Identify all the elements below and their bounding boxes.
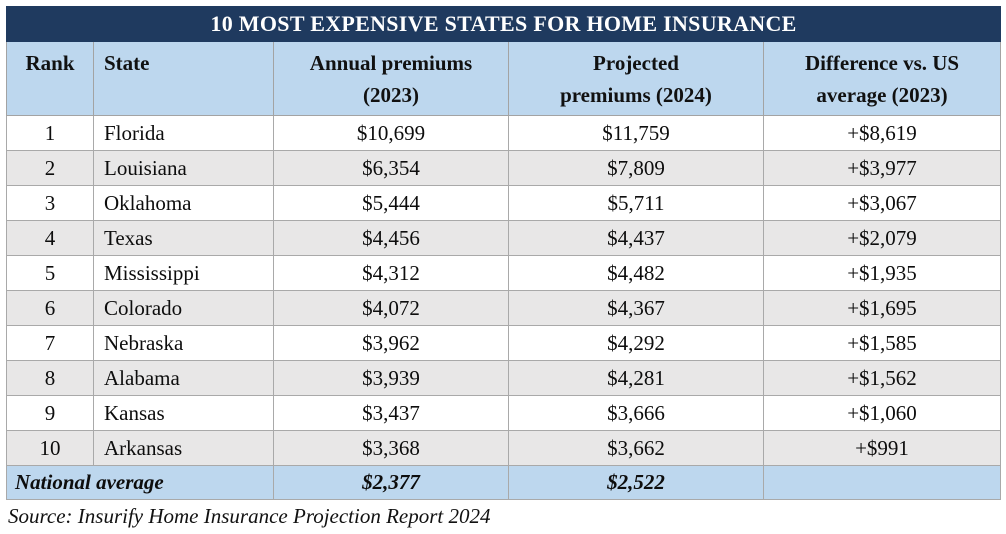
state-cell: Arkansas (93, 430, 274, 466)
difference-cell: +$3,977 (762, 150, 1002, 186)
annual-premium-cell: $4,072 (273, 290, 509, 326)
column-header-difference: Difference vs. US average (2023) (762, 41, 1002, 116)
annual-premium-cell: $3,368 (273, 430, 509, 466)
annual-premium-cell: $4,456 (273, 220, 509, 256)
rank-cell: 7 (6, 325, 94, 361)
table-row: 1 Florida $10,699 $11,759 +$8,619 (6, 115, 1002, 151)
annual-premium-cell: $2,377 (273, 465, 509, 500)
difference-cell: +$1,060 (762, 395, 1002, 431)
rank-cell: 2 (6, 150, 94, 186)
projected-premium-cell: $3,662 (508, 430, 764, 466)
difference-cell: +$3,067 (762, 185, 1002, 221)
projected-premium-cell: $3,666 (508, 395, 764, 431)
annual-premium-cell: $6,354 (273, 150, 509, 186)
title-row: 10 MOST EXPENSIVE STATES FOR HOME INSURA… (5, 6, 1002, 42)
rank-cell: 6 (6, 290, 94, 326)
table-row: 7 Nebraska $3,962 $4,292 +$1,585 (6, 325, 1002, 361)
header-row: Rank State Annual premiums (2023) Projec… (6, 41, 1002, 116)
table-title: 10 MOST EXPENSIVE STATES FOR HOME INSURA… (5, 6, 1002, 42)
rank-cell: 5 (6, 255, 94, 291)
projected-premium-cell: $5,711 (508, 185, 764, 221)
projected-premium-cell: $4,281 (508, 360, 764, 396)
table-row: 5 Mississippi $4,312 $4,482 +$1,935 (6, 255, 1002, 291)
header-line: Rank (25, 51, 75, 75)
annual-premium-cell: $3,939 (273, 360, 509, 396)
difference-cell: +$2,079 (762, 220, 1002, 256)
state-cell: Louisiana (93, 150, 274, 186)
table-row: 10 Arkansas $3,368 $3,662 +$991 (6, 430, 1002, 466)
table-row: 4 Texas $4,456 $4,437 +$2,079 (6, 220, 1002, 256)
national-average-label: National average (6, 465, 274, 500)
column-header-annual-premiums: Annual premiums (2023) (273, 41, 509, 116)
annual-premium-cell: $3,962 (273, 325, 509, 361)
state-cell: Alabama (93, 360, 274, 396)
state-cell: Nebraska (93, 325, 274, 361)
header-line: premiums (2024) (560, 83, 712, 107)
rank-cell: 8 (6, 360, 94, 396)
header-line: (2023) (363, 83, 419, 107)
table-row: 9 Kansas $3,437 $3,666 +$1,060 (6, 395, 1002, 431)
header-line: State (104, 51, 150, 75)
annual-premium-cell: $10,699 (273, 115, 509, 151)
projected-premium-cell: $4,367 (508, 290, 764, 326)
table-row: 8 Alabama $3,939 $4,281 +$1,562 (6, 360, 1002, 396)
annual-premium-cell: $4,312 (273, 255, 509, 291)
difference-cell: +$8,619 (762, 115, 1002, 151)
projected-premium-cell: $4,482 (508, 255, 764, 291)
difference-cell: +$991 (762, 430, 1002, 466)
difference-cell (762, 465, 1002, 500)
annual-premium-cell: $3,437 (273, 395, 509, 431)
projected-premium-cell: $4,292 (508, 325, 764, 361)
rank-cell: 1 (6, 115, 94, 151)
projected-premium-cell: $2,522 (508, 465, 764, 500)
source-note: Source: Insurify Home Insurance Projecti… (8, 504, 491, 528)
column-header-state: State (93, 41, 274, 116)
projected-premium-cell: $4,437 (508, 220, 764, 256)
rank-cell: 9 (6, 395, 94, 431)
national-average-row: National average $2,377 $2,522 (6, 465, 1002, 500)
difference-cell: +$1,585 (762, 325, 1002, 361)
state-cell: Kansas (93, 395, 274, 431)
rank-cell: 4 (6, 220, 94, 256)
table-row: 2 Louisiana $6,354 $7,809 +$3,977 (6, 150, 1002, 186)
difference-cell: +$1,562 (762, 360, 1002, 396)
difference-cell: +$1,935 (762, 255, 1002, 291)
projected-premium-cell: $7,809 (508, 150, 764, 186)
table-row: 3 Oklahoma $5,444 $5,711 +$3,067 (6, 185, 1002, 221)
table-row: 6 Colorado $4,072 $4,367 +$1,695 (6, 290, 1002, 326)
column-header-rank: Rank (6, 41, 94, 116)
state-cell: Texas (93, 220, 274, 256)
state-cell: Oklahoma (93, 185, 274, 221)
rank-cell: 3 (6, 185, 94, 221)
annual-premium-cell: $5,444 (273, 185, 509, 221)
header-line: Difference vs. US (804, 51, 960, 75)
state-cell: Florida (93, 115, 274, 151)
projected-premium-cell: $11,759 (508, 115, 764, 151)
header-line: average (2023) (816, 83, 948, 107)
difference-cell: +$1,695 (762, 290, 1002, 326)
rank-cell: 10 (6, 430, 94, 466)
home-insurance-table: 10 MOST EXPENSIVE STATES FOR HOME INSURA… (5, 6, 1002, 500)
header-line: Annual premiums (309, 51, 473, 75)
header-line: Projected (593, 51, 679, 75)
state-cell: Mississippi (93, 255, 274, 291)
state-cell: Colorado (93, 290, 274, 326)
column-header-projected-premiums: Projected premiums (2024) (508, 41, 764, 116)
